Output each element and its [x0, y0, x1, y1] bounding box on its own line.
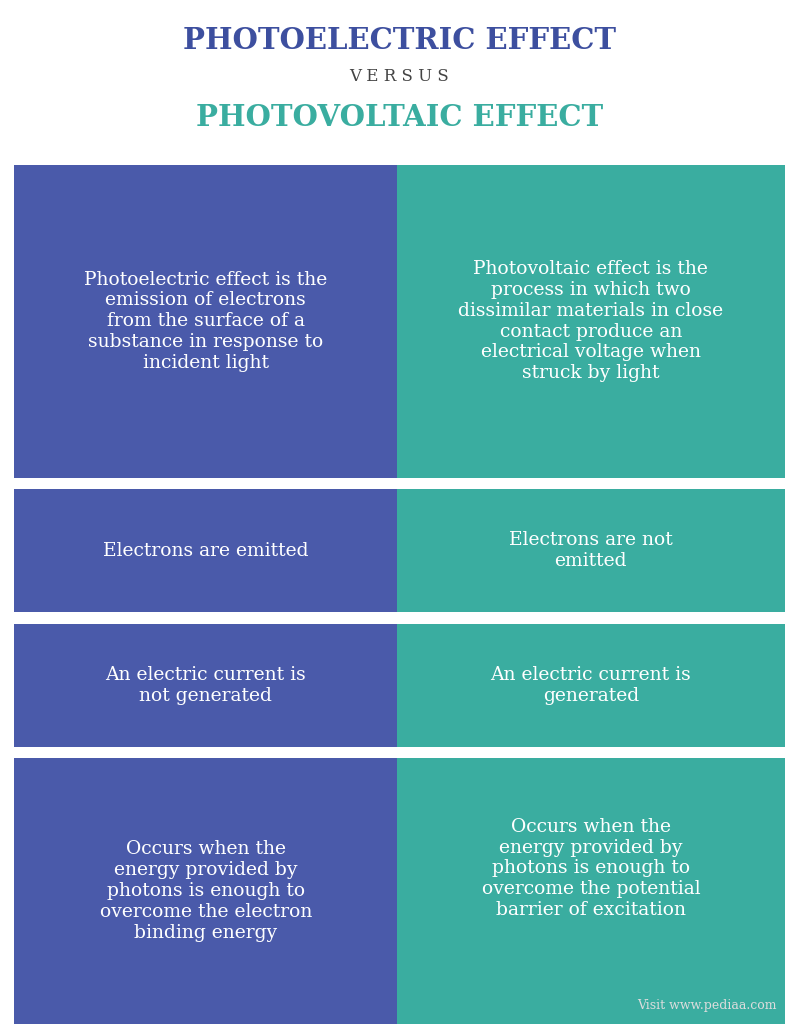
Text: Occurs when the
energy provided by
photons is enough to
overcome the potential
b: Occurs when the energy provided by photo…	[482, 818, 700, 919]
Text: V E R S U S: V E R S U S	[350, 68, 449, 85]
FancyBboxPatch shape	[14, 165, 397, 477]
Text: Visit www.pediaa.com: Visit www.pediaa.com	[637, 998, 777, 1012]
Text: PHOTOELECTRIC EFFECT: PHOTOELECTRIC EFFECT	[183, 26, 616, 55]
FancyBboxPatch shape	[397, 489, 785, 612]
Text: An electric current is
not generated: An electric current is not generated	[105, 666, 306, 705]
Text: Electrons are not
emitted: Electrons are not emitted	[509, 531, 673, 570]
Text: Photovoltaic effect is the
process in which two
dissimilar materials in close
co: Photovoltaic effect is the process in wh…	[459, 260, 723, 382]
FancyBboxPatch shape	[397, 624, 785, 747]
Text: PHOTOVOLTAIC EFFECT: PHOTOVOLTAIC EFFECT	[196, 103, 603, 132]
Text: Photoelectric effect is the
emission of electrons
from the surface of a
substanc: Photoelectric effect is the emission of …	[84, 271, 328, 371]
FancyBboxPatch shape	[14, 489, 397, 612]
FancyBboxPatch shape	[397, 165, 785, 477]
Text: An electric current is
generated: An electric current is generated	[491, 666, 691, 705]
FancyBboxPatch shape	[14, 758, 397, 1024]
FancyBboxPatch shape	[397, 758, 785, 1024]
Text: Occurs when the
energy provided by
photons is enough to
overcome the electron
bi: Occurs when the energy provided by photo…	[100, 841, 312, 942]
FancyBboxPatch shape	[14, 624, 397, 747]
Text: Electrons are emitted: Electrons are emitted	[103, 541, 308, 560]
